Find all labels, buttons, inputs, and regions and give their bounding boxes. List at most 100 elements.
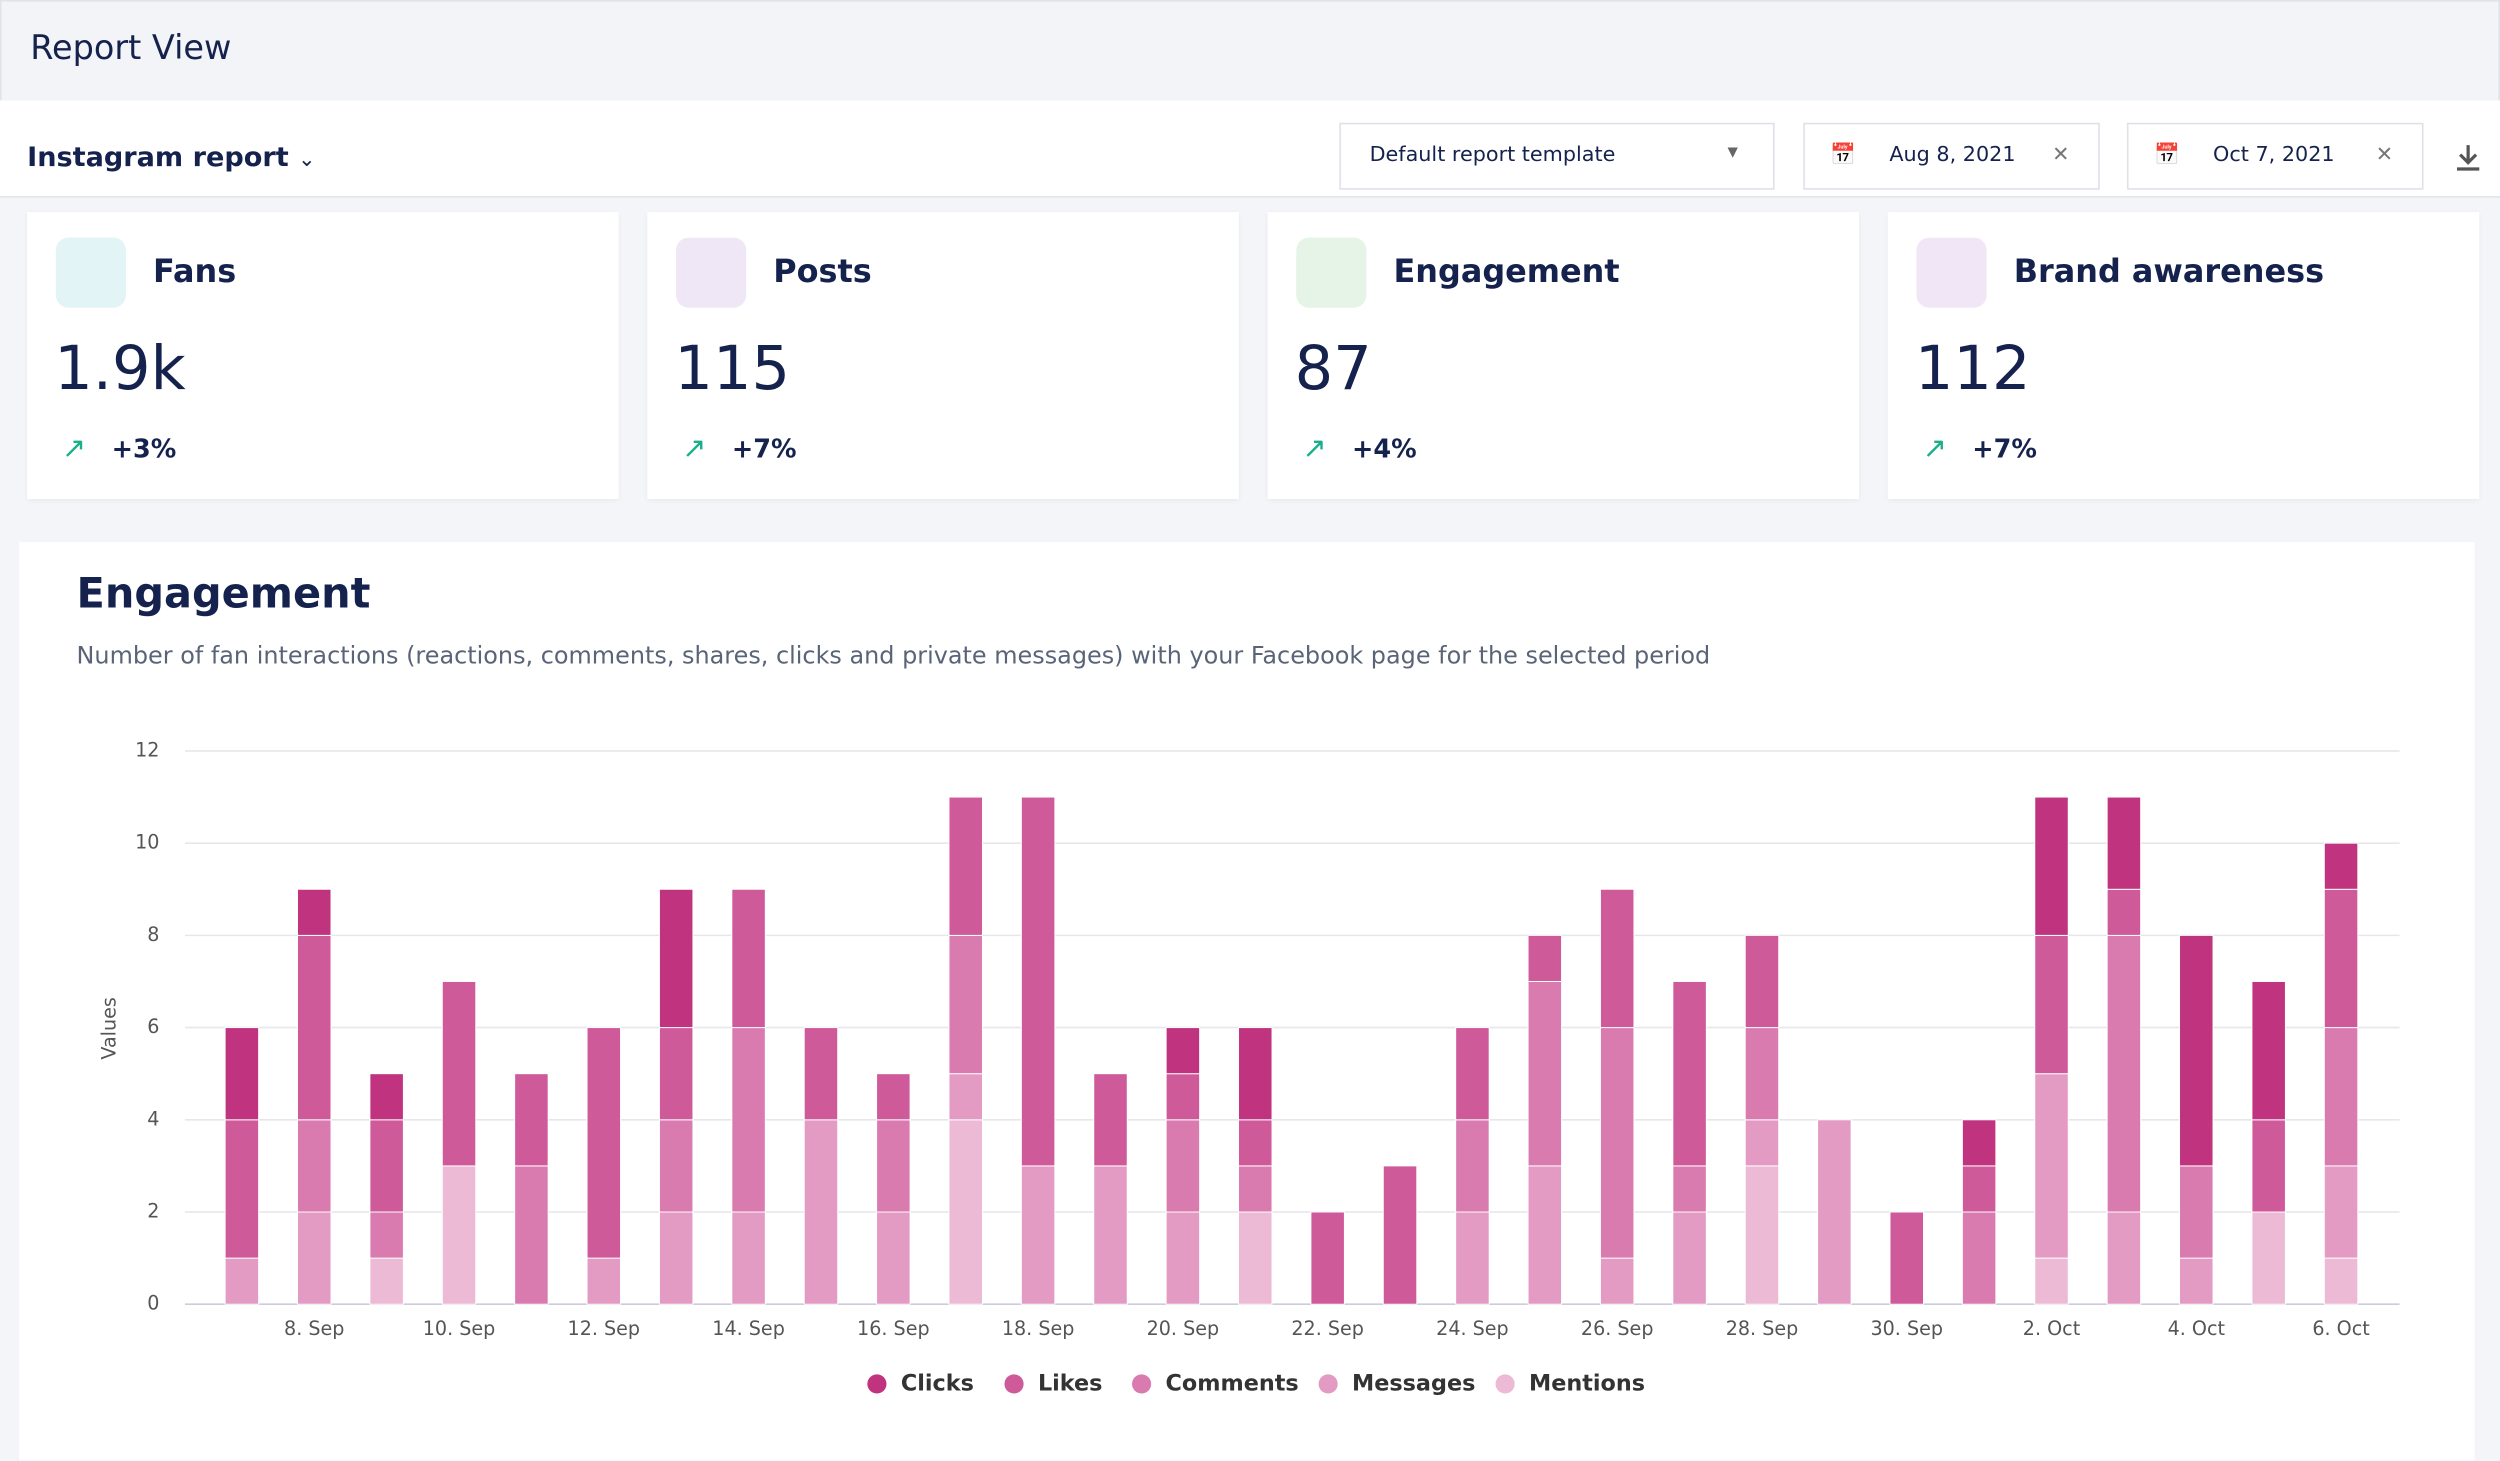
x-tick-label: 20. Sep	[1147, 1317, 1220, 1340]
card-title: Brand awareness	[2014, 252, 2324, 290]
bar-segment	[659, 1212, 692, 1304]
report-name: Instagram report	[27, 142, 289, 174]
clear-start[interactable]: ✕	[2052, 143, 2069, 167]
card-value: 1.9k	[54, 333, 185, 403]
bar-segment	[2035, 1258, 2068, 1304]
legend-label: Clicks	[901, 1370, 974, 1396]
bar-segment	[2035, 797, 2068, 935]
bar-segment	[1456, 1120, 1489, 1212]
start-date-text: Aug 8, 2021	[1889, 143, 2015, 167]
bar-segment	[1818, 1120, 1851, 1304]
bar-segment	[1239, 1166, 1272, 1212]
legend-marker	[1496, 1374, 1515, 1393]
bar-segment	[732, 1028, 765, 1212]
metric-card: Engagement87+4%↗	[1268, 212, 1860, 499]
legend-marker	[1319, 1374, 1338, 1393]
bar-segment	[442, 981, 475, 1165]
bar-segment	[1745, 1120, 1778, 1166]
template-name: Default report template	[1370, 143, 1616, 167]
clear-end[interactable]: ✕	[2376, 143, 2393, 167]
icon	[56, 238, 126, 308]
y-axis-label: Values	[98, 997, 121, 1060]
legend-label: Comments	[1166, 1370, 1299, 1396]
bar-segment	[659, 1120, 692, 1212]
bar-segment	[370, 1212, 403, 1258]
bar-segment	[1456, 1028, 1489, 1120]
bar-segment	[1673, 1166, 1706, 1212]
bar-segment	[1600, 1028, 1633, 1259]
bar-segment	[1166, 1074, 1199, 1120]
x-tick-label: 8. Sep	[284, 1317, 344, 1340]
bar-segment	[225, 1120, 258, 1258]
card-title: Posts	[773, 252, 872, 290]
bar-segment	[298, 1120, 331, 1212]
icon	[1296, 238, 1366, 308]
header: Report View	[0, 0, 2500, 102]
bar-segment	[2324, 1258, 2357, 1304]
bar-segment	[877, 1212, 910, 1304]
bar-segment	[225, 1028, 258, 1120]
bar-segment	[1528, 935, 1561, 981]
x-tick-label: 2. Oct	[2023, 1317, 2081, 1340]
bar-segment	[659, 1028, 692, 1120]
bar-segment	[804, 1120, 837, 1304]
bar-segment	[1745, 935, 1778, 1027]
x-tick-label: 28. Sep	[1726, 1317, 1799, 1340]
bar-segment	[877, 1120, 910, 1212]
bar-segment	[1021, 1166, 1054, 1304]
bar-segment	[515, 1074, 548, 1166]
download-button[interactable]	[2452, 142, 2484, 174]
report-select[interactable]: Instagram report ⌄	[27, 142, 315, 174]
bar-segment	[1962, 1166, 1995, 1212]
bar-segment	[1021, 797, 1054, 1166]
bar-segment	[732, 889, 765, 1027]
bar-segment	[2107, 935, 2140, 1212]
bar-segment	[298, 935, 331, 1119]
legend-marker	[867, 1374, 886, 1393]
bar-segment	[2324, 889, 2357, 1027]
bar-segment	[2035, 935, 2068, 1073]
legend-label: Likes	[1038, 1370, 1103, 1396]
bar-segment	[1528, 1166, 1561, 1304]
bar-segment	[804, 1028, 837, 1120]
bar-segment	[659, 889, 692, 1027]
bar-segment	[298, 1212, 331, 1304]
x-tick-label: 24. Sep	[1436, 1317, 1509, 1340]
bar-segment	[1673, 1212, 1706, 1304]
card-value: 87	[1295, 333, 1372, 403]
bar-segment	[877, 1074, 910, 1120]
bar-segment	[2252, 981, 2285, 1119]
metric-card: Fans1.9k+3%↗	[27, 212, 619, 499]
end-date[interactable]: 📅Oct 7, 2021✕	[2127, 123, 2424, 190]
y-tick-label: 10	[135, 831, 159, 854]
bar-segment	[225, 1258, 258, 1304]
bar-segment	[2107, 1212, 2140, 1304]
legend-marker	[1004, 1374, 1023, 1393]
bar-segment	[949, 797, 982, 935]
icon	[1916, 238, 1986, 308]
start-date[interactable]: 📅Aug 8, 2021✕	[1803, 123, 2100, 190]
bar-segment	[1239, 1212, 1272, 1304]
bar-segment	[2107, 797, 2140, 889]
legend-label: Messages	[1352, 1370, 1475, 1396]
legend-marker	[1132, 1374, 1151, 1393]
bar-segment	[1094, 1074, 1127, 1166]
card-value: 115	[674, 333, 790, 403]
x-tick-label: 4. Oct	[2168, 1317, 2226, 1340]
bar-segment	[370, 1258, 403, 1304]
bar-segment	[1528, 981, 1561, 1165]
bar-segment	[1239, 1028, 1272, 1120]
bar-segment	[298, 889, 331, 935]
template-select[interactable]: Default report template▾	[1339, 123, 1774, 190]
card-title: Fans	[153, 252, 236, 290]
bar-segment	[2324, 1166, 2357, 1258]
bar-segment	[949, 1074, 982, 1120]
y-tick-label: 12	[135, 738, 159, 761]
bar-segment	[732, 1212, 765, 1304]
bar-segment	[2180, 1258, 2213, 1304]
legend-label: Mentions	[1529, 1370, 1645, 1396]
bar-segment	[1890, 1212, 1923, 1304]
bar-segment	[1239, 1120, 1272, 1166]
bar-segment	[2324, 843, 2357, 889]
